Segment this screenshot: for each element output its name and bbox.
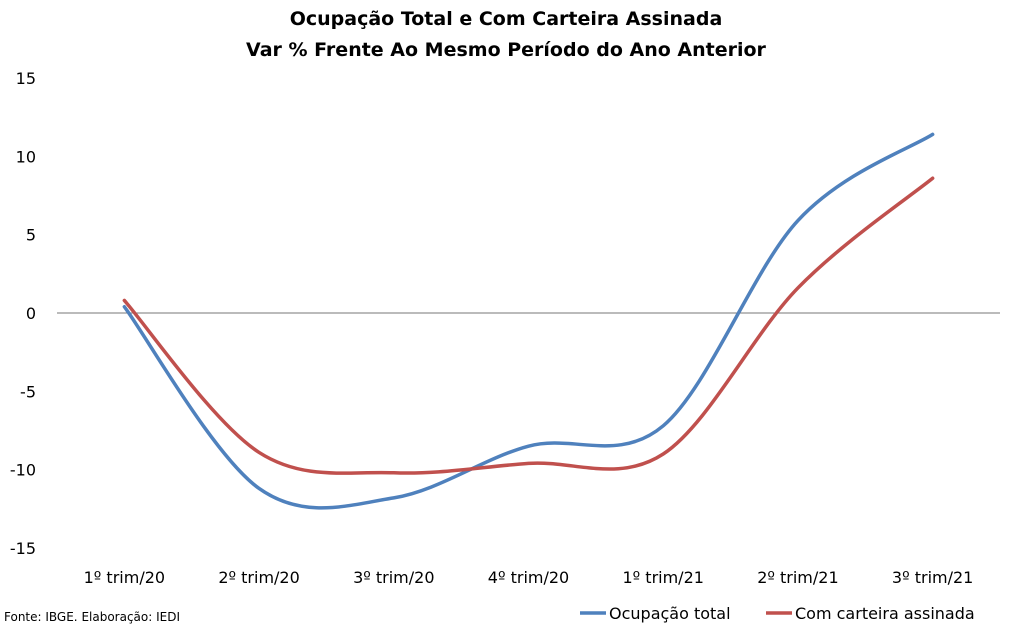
- legend-label: Ocupação total: [609, 604, 731, 623]
- series-line-2: [122, 176, 935, 475]
- chart-subtitle: Var % Frente Ao Mesmo Período do Ano Ant…: [246, 39, 767, 61]
- x-tick-label: 3º trim/20: [353, 568, 434, 587]
- series-line-1: [122, 132, 935, 510]
- y-axis-ticks: 15 10 5 0 -5 -10 -15: [10, 69, 36, 558]
- x-tick-label: 4º trim/20: [488, 568, 569, 587]
- y-tick-label: -15: [10, 539, 36, 558]
- source-note: Fonte: IBGE. Elaboração: IEDI: [4, 610, 181, 624]
- legend: Ocupação total Com carteira assinada: [580, 604, 975, 623]
- series-lines: [122, 132, 935, 510]
- y-tick-label: 10: [16, 147, 36, 166]
- x-tick-label: 2º trim/20: [218, 568, 299, 587]
- chart-title: Ocupação Total e Com Carteira Assinada: [290, 8, 723, 30]
- y-tick-label: 5: [26, 226, 36, 245]
- y-tick-label: -5: [20, 382, 36, 401]
- y-tick-label: 15: [16, 69, 36, 88]
- x-tick-label: 1º trim/20: [84, 568, 165, 587]
- y-tick-label: 0: [26, 304, 36, 323]
- x-tick-label: 3º trim/21: [892, 568, 973, 587]
- x-tick-label: 1º trim/21: [622, 568, 703, 587]
- x-tick-label: 2º trim/21: [757, 568, 838, 587]
- y-tick-label: -10: [10, 461, 36, 480]
- x-axis-ticks: 1º trim/20 2º trim/20 3º trim/20 4º trim/20…: [84, 568, 974, 587]
- legend-label: Com carteira assinada: [795, 604, 975, 623]
